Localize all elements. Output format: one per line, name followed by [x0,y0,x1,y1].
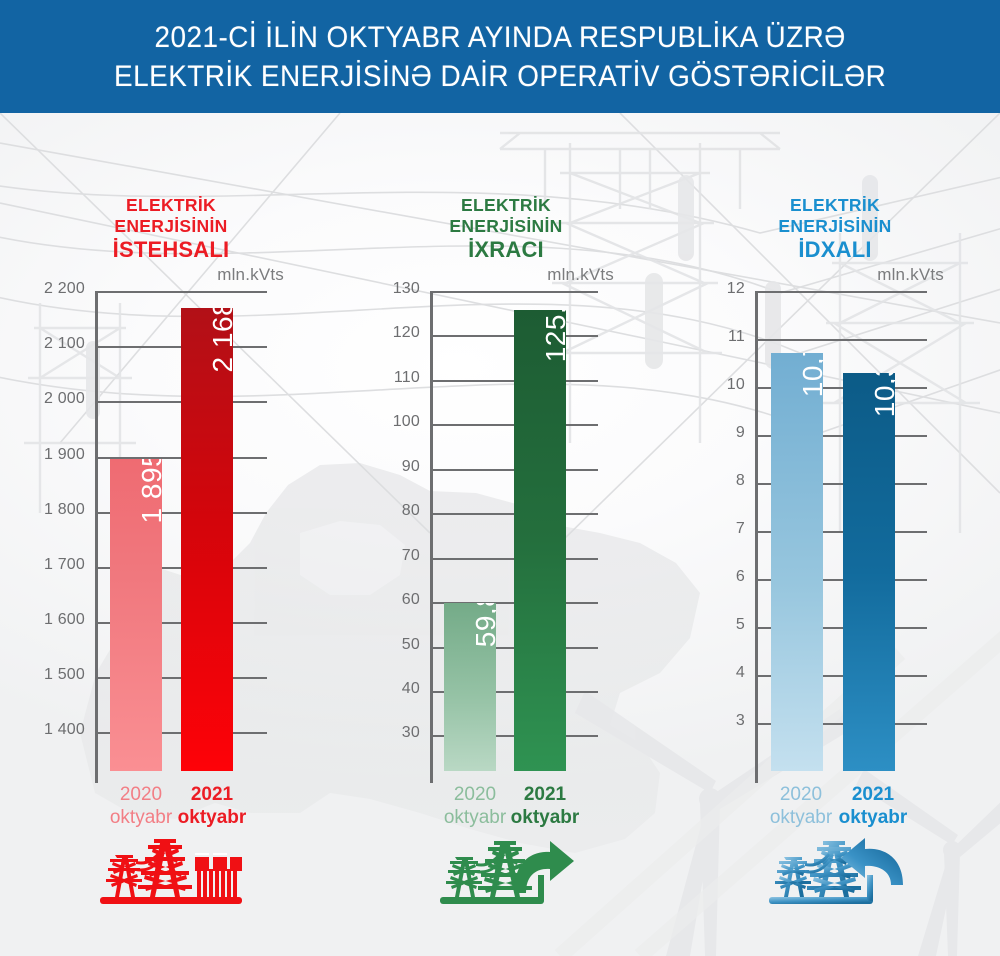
unit-label-import: mln.kVts [877,265,944,284]
xlabel-month: oktyabr [443,807,507,828]
power-plant-icon [100,839,242,904]
xlabel-month: oktyabr [838,807,908,828]
chart-title-line2: ENERJİSİNİN [449,216,563,236]
xlabel-2020-import: 2020 oktyabr [740,783,862,829]
insulator-icons [86,175,878,419]
chart-title-line3: İXRACI [468,237,544,262]
icon-container-export [342,835,670,907]
xlabel-year: 2021 [523,784,567,805]
plot-area-production: mln.kVts 2 200 2 100 2 000 1 900 1 800 1… [44,265,284,783]
xlabel-month: oktyabr [510,807,580,828]
xlabel-2020-export: 2020 oktyabr [414,783,536,829]
xlabel-2021-export: 2021 oktyabr [484,783,606,829]
chart-title-export: ELEKTRİK ENERJİSİNİN İXRACI [342,195,670,263]
header-title-line2: ELEKTRİK ENERJİSİNƏ DAİR OPERATİV GÖSTƏR… [113,59,887,93]
xlabel-2021-production: 2021 oktyabr [151,783,273,829]
xlabel-year: 2021 [190,784,234,805]
bar-value-label: 10,3 [869,373,895,417]
page-header-banner: 2021-Cİ İLİN OKTYABR AYINDA RESPUBLİKA Ü… [0,0,1000,113]
header-title-line1: 2021-Cİ İLİN OKTYABR AYINDA RESPUBLİKA Ü… [154,20,846,54]
icon-container-production [0,835,342,907]
xlabel-month: oktyabr [109,807,173,828]
plot-area-import: mln.kVts 12 11 10 9 8 7 6 5 4 3 10,7 10,… [727,265,944,783]
xlabel-2020-production: 2020 oktyabr [80,783,202,829]
bar-2021-import[interactable]: 10,3 [843,372,895,771]
chart-title-line2: ENERJİSİNİN [114,216,228,236]
chart-panel-import: ELEKTRİK ENERJİSİNİN İDXALI mln.kVts 12 … [670,113,1000,956]
xlabel-year: 2020 [453,784,497,805]
bar-2021-production[interactable]: 2 168,8 [181,308,233,771]
chart-title-line3: İSTEHSALI [112,237,230,262]
bar-2020-import[interactable]: 10,7 [771,353,823,771]
bar-2020-production[interactable]: 1 895,7 [110,458,162,771]
power-export-icon [440,841,574,904]
bar-value-label: 59,8 [470,603,496,648]
y-axis-line [430,291,433,783]
y-axis-line [95,291,98,783]
header-title: 2021-Cİ İLİN OKTYABR AYINDA RESPUBLİKA Ü… [114,18,886,96]
bar-value-label: 1 895,7 [136,459,162,523]
chart-title-line3: İDXALI [798,237,872,262]
chart-panel-production: ELEKTRİK ENERJİSİNİN İSTEHSALI mln.kVts … [0,113,342,956]
xlabel-year: 2020 [119,784,163,805]
xlabel-month: oktyabr [177,807,247,828]
plot-area-export: mln.kVts 130 120 110 100 90 80 70 60 50 … [393,265,614,783]
chart-title-production: ELEKTRİK ENERJİSİNİN İSTEHSALI [0,195,342,263]
bar-value-label: 10,7 [797,353,823,398]
power-import-icon [769,838,903,904]
unit-label-export: mln.kVts [547,265,614,284]
chart-title-line1: ELEKTRİK [461,195,551,215]
chart-title-line2: ENERJİSİNİN [778,216,892,236]
bar-value-label: 2 168,8 [207,308,233,372]
bar-2021-export[interactable]: 125,8 [514,309,566,771]
chart-panel-export: ELEKTRİK ENERJİSİNİN İXRACI mln.kVts 130… [342,113,670,956]
unit-label-production: mln.kVts [217,265,284,284]
bar-2020-export[interactable]: 59,8 [444,603,496,771]
y-axis-line [755,291,758,783]
xlabel-year: 2020 [779,784,823,805]
bar-value-label: 125,8 [540,310,566,362]
xlabel-2021-import: 2021 oktyabr [812,783,934,829]
xlabel-year: 2021 [851,784,895,805]
chart-title-import: ELEKTRİK ENERJİSİNİN İDXALI [670,195,1000,263]
pylon-silhouettes [24,131,980,533]
chart-title-line1: ELEKTRİK [126,195,216,215]
chart-title-line1: ELEKTRİK [790,195,880,215]
xlabel-month: oktyabr [769,807,833,828]
icon-container-import [670,835,1000,907]
